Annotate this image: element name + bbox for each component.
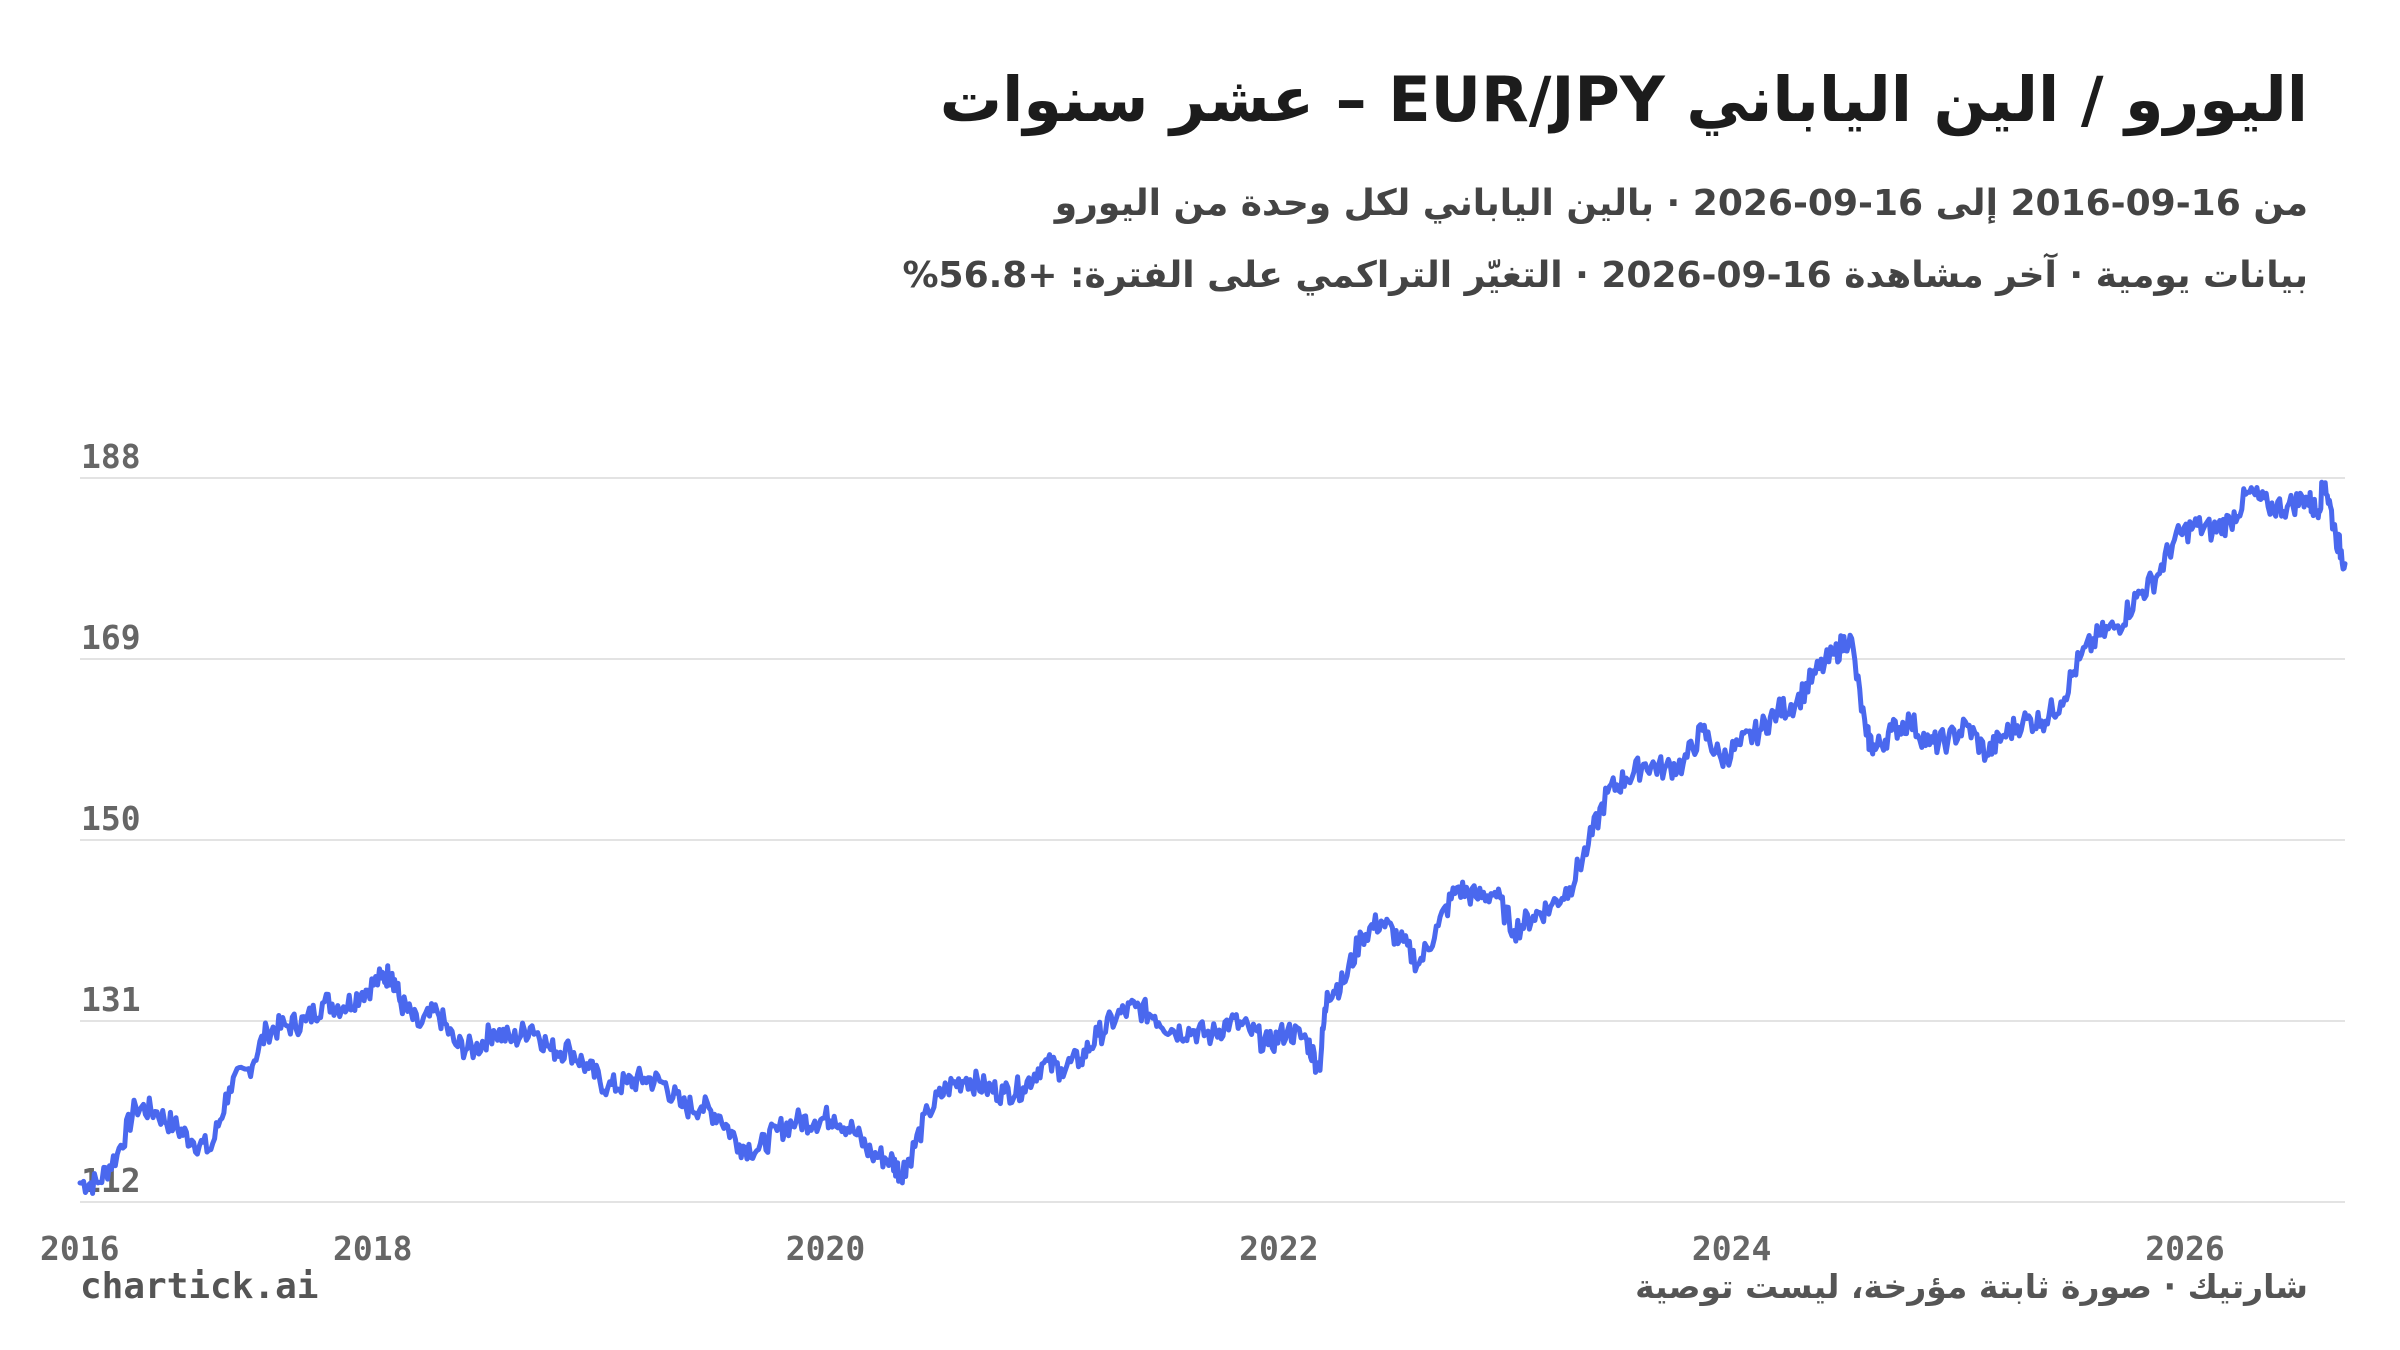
x-tick-label-2024: 2024 [1692,1229,1771,1268]
chart-subtitle-range: من 16-09-2016 إلى 16-09-2026 · بالين الي… [1054,183,2308,224]
x-tick-label-2018: 2018 [333,1229,412,1268]
brand-label: chartick.ai [80,1266,319,1307]
footer-note: شارتيك · صورة ثابتة مؤرخة، ليست توصية [1635,1267,2308,1306]
chart-grid [80,477,2345,1203]
x-tick-label-2026: 2026 [2145,1229,2224,1268]
x-tick-label-2022: 2022 [1239,1229,1318,1268]
chart-subtitle-stats: بيانات يومية · آخر مشاهدة 16-09-2026 · ا… [902,255,2308,296]
x-tick-label-2016: 2016 [40,1229,119,1268]
chart-title: اليورو / الين الياباني EUR/JPY – عشر سنو… [939,63,2308,136]
y-tick-label-169: 169 [81,618,141,657]
series-group [77,479,2348,1196]
y-tick-label-131: 131 [81,980,141,1019]
y-tick-label-188: 188 [81,437,141,476]
x-axis: 2016 2018 2020 2022 2024 2026 [40,1229,2225,1268]
y-tick-label-150: 150 [81,799,141,838]
series-line-eurjpy [77,479,2348,1196]
x-tick-label-2020: 2020 [786,1229,865,1268]
